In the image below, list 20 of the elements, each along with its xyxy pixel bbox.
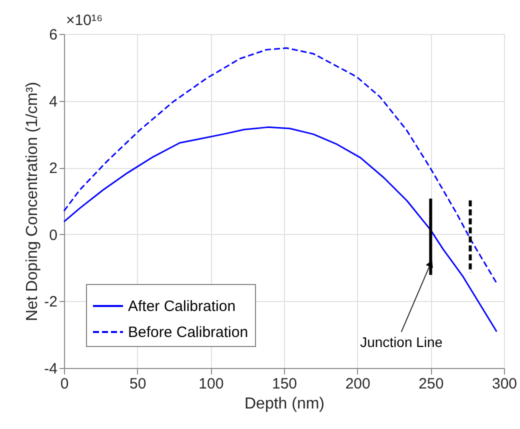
y-tick-label: 0 bbox=[49, 226, 58, 244]
x-axis-title: Depth (nm) bbox=[244, 396, 325, 412]
y-tick-label: -2 bbox=[44, 294, 58, 311]
y-tick-label: 6 bbox=[49, 26, 58, 44]
line-series bbox=[63, 47, 498, 284]
x-tick-label: 250 bbox=[418, 376, 444, 392]
x-tick-label: 150 bbox=[272, 376, 298, 392]
annotation: Junction Line bbox=[360, 334, 443, 350]
x-tick-label: 0 bbox=[60, 376, 69, 392]
x-tick-label: 300 bbox=[492, 376, 518, 392]
x-tick-label: 100 bbox=[198, 376, 224, 392]
x-tick-label: 200 bbox=[345, 376, 370, 392]
y-axis-title: Net Doping Concentration (1/cm³) bbox=[24, 82, 42, 322]
text: ×10¹⁶ bbox=[66, 12, 103, 29]
x-tick-label: 50 bbox=[129, 376, 146, 392]
y-tick-label: -4 bbox=[44, 360, 58, 378]
y-tick-label: 2 bbox=[49, 160, 58, 178]
legend-label: Before Calibration bbox=[128, 324, 248, 341]
legend-label: After Calibration bbox=[128, 298, 236, 315]
y-tick-label: 4 bbox=[49, 93, 58, 110]
